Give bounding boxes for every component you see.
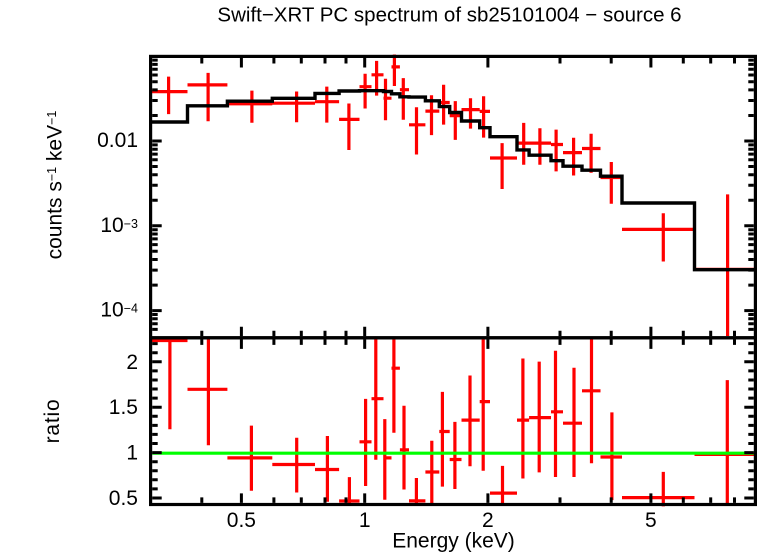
svg-text:Swift−XRT PC spectrum of sb251: Swift−XRT PC spectrum of sb25101004 − so…: [217, 4, 681, 27]
svg-text:0.5: 0.5: [109, 487, 138, 510]
svg-text:Energy (keV): Energy (keV): [392, 530, 515, 553]
svg-text:0.01: 0.01: [97, 129, 138, 152]
svg-text:ratio: ratio: [41, 399, 64, 444]
svg-text:1: 1: [359, 509, 371, 532]
svg-text:counts s−1 keV−1: counts s−1 keV−1: [44, 111, 67, 260]
svg-text:2: 2: [126, 351, 138, 374]
svg-text:2: 2: [482, 509, 494, 532]
svg-text:1.5: 1.5: [109, 396, 138, 419]
svg-text:1: 1: [126, 442, 138, 465]
svg-text:0.5: 0.5: [227, 509, 256, 532]
svg-text:5: 5: [645, 509, 657, 532]
